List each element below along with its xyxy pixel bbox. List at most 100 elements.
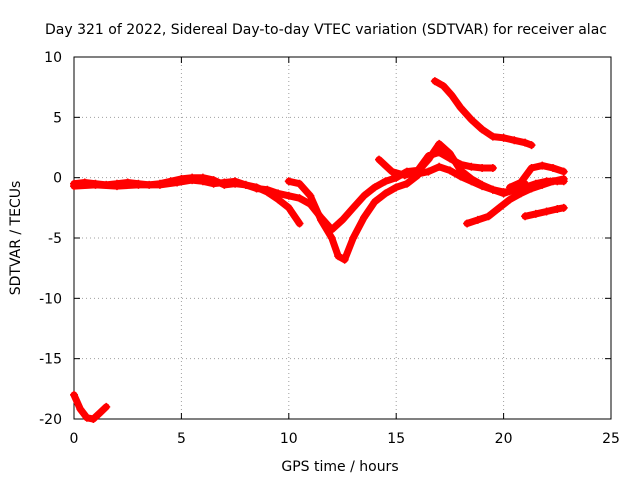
- data-point: [252, 183, 261, 192]
- data-point: [263, 188, 272, 197]
- data-point: [375, 155, 384, 164]
- y-tick-label: 10: [44, 50, 62, 66]
- data-point: [549, 164, 558, 173]
- data-point: [198, 177, 207, 186]
- x-tick-label: 5: [177, 431, 186, 447]
- x-axis-label: GPS time / hours: [281, 459, 398, 475]
- data-series: [70, 77, 568, 423]
- chart-title: Day 321 of 2022, Sidereal Day-to-day VTE…: [45, 22, 607, 38]
- data-point: [445, 166, 454, 175]
- series-track-tail-c: [521, 203, 568, 221]
- data-point: [402, 167, 411, 176]
- data-point: [435, 139, 444, 148]
- data-point: [456, 160, 465, 169]
- data-point: [70, 182, 78, 191]
- data-point: [392, 173, 401, 182]
- y-tick-label: -10: [39, 291, 62, 307]
- data-point: [478, 125, 487, 134]
- y-tick-label: 0: [53, 171, 62, 187]
- y-tick-label: -5: [48, 231, 62, 247]
- data-point: [478, 164, 487, 173]
- data-point: [424, 167, 433, 176]
- data-point: [527, 184, 536, 193]
- data-point: [76, 405, 85, 414]
- data-point: [559, 203, 568, 212]
- data-point: [241, 180, 250, 189]
- data-point: [284, 191, 293, 200]
- data-point: [495, 203, 504, 212]
- data-point: [359, 191, 368, 200]
- data-point: [488, 185, 497, 194]
- data-point: [381, 189, 390, 198]
- series-track-tail-b: [506, 161, 568, 192]
- data-point: [435, 162, 444, 171]
- data-point: [430, 77, 439, 86]
- data-point: [559, 174, 568, 183]
- y-tick-label: -15: [39, 352, 62, 368]
- data-point: [70, 390, 78, 399]
- data-point: [334, 252, 343, 261]
- data-point: [274, 195, 283, 204]
- data-point: [521, 138, 530, 147]
- data-point: [506, 195, 515, 204]
- data-point: [317, 215, 326, 224]
- axis-ticks: 0 5 10 15 20 25 10 5 0 -5 -10 -15 -20: [39, 50, 620, 447]
- data-point: [445, 154, 454, 163]
- data-point: [370, 183, 379, 192]
- data-point: [553, 205, 562, 214]
- data-point: [549, 177, 558, 186]
- data-point: [439, 81, 448, 90]
- data-point: [531, 209, 540, 218]
- series-band: [285, 171, 422, 264]
- data-point: [284, 203, 293, 212]
- data-point: [89, 415, 98, 423]
- data-point: [516, 178, 525, 187]
- y-tick-label: -20: [39, 412, 62, 428]
- data-point: [542, 207, 551, 216]
- data-point: [284, 177, 293, 186]
- data-point: [506, 183, 515, 192]
- data-point: [467, 177, 476, 186]
- data-point: [473, 215, 482, 224]
- data-point: [467, 162, 476, 171]
- series-band: [392, 148, 497, 182]
- data-point: [349, 203, 358, 212]
- data-point: [448, 91, 457, 100]
- x-tick-label: 10: [280, 431, 298, 447]
- data-point: [478, 182, 487, 191]
- data-point: [516, 189, 525, 198]
- data-point: [456, 172, 465, 181]
- data-point: [102, 402, 111, 411]
- data-point: [499, 188, 508, 197]
- data-point: [424, 151, 433, 160]
- data-point: [510, 136, 519, 145]
- series-track-high: [430, 77, 536, 150]
- x-tick-label: 20: [495, 431, 513, 447]
- data-point: [467, 115, 476, 124]
- data-point: [95, 408, 104, 417]
- x-tick-label: 25: [602, 431, 620, 447]
- data-point: [338, 215, 347, 224]
- data-point: [387, 167, 396, 176]
- data-point: [463, 219, 472, 228]
- data-point: [381, 177, 390, 186]
- data-point: [559, 167, 568, 176]
- data-point: [91, 180, 100, 189]
- y-tick-label: 5: [53, 110, 62, 126]
- data-point: [488, 132, 497, 141]
- data-point: [295, 179, 304, 188]
- data-point: [527, 141, 536, 150]
- data-point: [538, 180, 547, 189]
- data-point: [188, 176, 197, 185]
- data-point: [231, 177, 240, 186]
- data-point: [456, 103, 465, 112]
- data-point: [82, 413, 91, 422]
- series-track-tail-a: [463, 174, 568, 228]
- data-point: [484, 212, 493, 221]
- series-track-early-low: [70, 390, 111, 423]
- data-point: [306, 191, 315, 200]
- series-track-main-b: [70, 176, 304, 228]
- data-point: [134, 180, 143, 189]
